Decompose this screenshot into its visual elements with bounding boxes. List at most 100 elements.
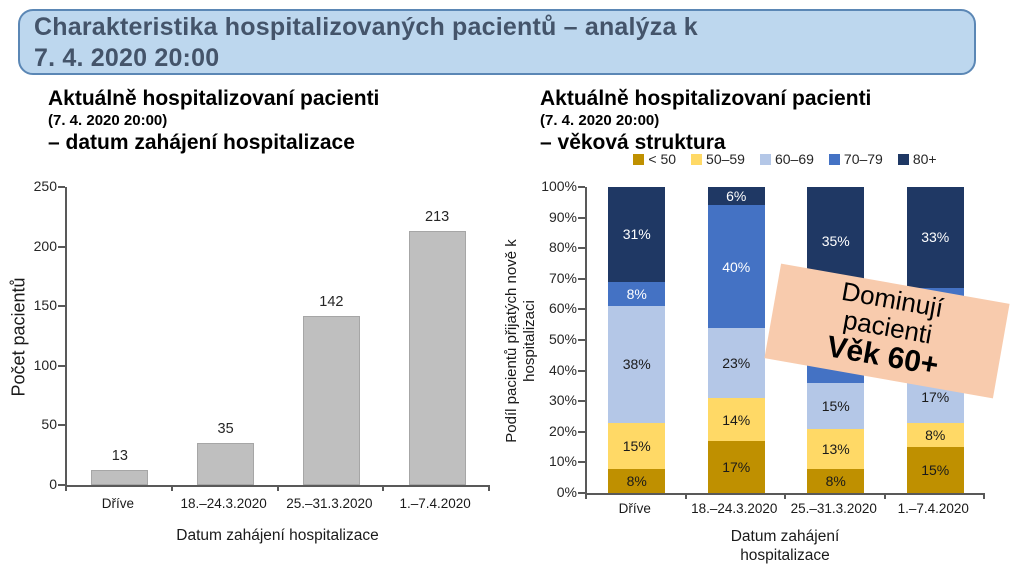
segment-percent-label: 8%	[626, 286, 647, 303]
right-chart-header: Aktuálně hospitalizovaní pacienti (7. 4.…	[540, 86, 871, 155]
y-tick-mark	[578, 247, 585, 250]
left-chart-subtitle: (7. 4. 2020 20:00)	[48, 112, 168, 129]
y-tick-mark	[578, 430, 585, 433]
y-tick-label: 10%	[548, 453, 577, 470]
x-tick-mark	[488, 485, 490, 491]
legend-item: 50–59	[691, 151, 745, 167]
stack-segment-5059	[906, 422, 964, 448]
legend-swatch-icon	[691, 153, 703, 165]
left-chart-subtitle2: – datum zahájení hospitalizace	[48, 131, 355, 154]
y-tick-mark	[578, 277, 585, 280]
y-tick-label: 200	[33, 237, 57, 254]
category-label: 25.–31.3.2020	[286, 496, 373, 511]
y-tick-mark	[578, 369, 585, 372]
segment-percent-label: 15%	[821, 397, 850, 414]
y-tick-mark	[58, 186, 65, 188]
segment-percent-label: 13%	[821, 440, 850, 457]
legend-label: 60–69	[774, 151, 814, 167]
stack-segment-<50	[906, 447, 964, 493]
segment-percent-label: 17%	[921, 388, 950, 405]
segment-percent-label: 31%	[622, 226, 651, 243]
x-tick-mark	[585, 493, 587, 499]
y-tick-mark	[578, 308, 585, 311]
segment-percent-label: 15%	[622, 437, 651, 454]
left-chart-title: Aktuálně hospitalizovaní pacienti	[48, 87, 380, 110]
stack-segment-<50	[608, 468, 666, 493]
y-tick-mark	[58, 424, 65, 427]
y-tick-label: 0	[49, 476, 57, 492]
right-category-axis: Dříve 18.–24.3.2020 25.–31.3.2020 1.–7.4.20…	[585, 501, 985, 521]
y-tick-label: 100%	[541, 178, 577, 194]
stack-segment-7079	[707, 205, 765, 328]
x-tick-mark	[983, 493, 985, 499]
legend-item: < 50	[633, 151, 676, 167]
stack-segment-80+	[906, 187, 964, 288]
y-tick-label: 250	[33, 178, 57, 194]
legend-item: 60–69	[759, 151, 814, 167]
category-label: 18.–24.3.2020	[180, 496, 267, 511]
segment-percent-label: 38%	[622, 356, 651, 373]
bar-value-label: 142	[319, 293, 344, 310]
legend-label: < 50	[648, 151, 677, 167]
y-tick-mark	[578, 400, 585, 403]
y-tick-mark	[578, 339, 585, 341]
title-banner: Charakteristika hospitalizovaných pacien…	[18, 9, 976, 75]
left-x-axis-title: Datum zahájení hospitalizace	[176, 527, 379, 544]
y-tick-mark	[578, 461, 585, 464]
segment-percent-label: 8%	[626, 472, 647, 489]
stack-segment-6069	[608, 306, 666, 423]
bar-value-label: 13	[111, 447, 128, 464]
category-label: Dříve	[618, 501, 651, 516]
legend-swatch-icon	[828, 153, 840, 165]
bar	[197, 443, 255, 485]
right-y-axis-title-line1: Podíl pacientů přijatých nově k	[503, 239, 520, 443]
segment-percent-label: 15%	[921, 462, 950, 479]
category-label: Dříve	[101, 496, 134, 511]
y-tick-label: 40%	[548, 361, 577, 378]
stack-segment-<50	[707, 440, 765, 493]
segment-percent-label: 8%	[925, 426, 946, 443]
y-tick-mark	[578, 216, 585, 219]
stack-segment-6069	[807, 382, 865, 429]
bar-value-label: 213	[425, 209, 450, 226]
left-chart-plot: 0 50 100 150 200 250 13 35 142 213	[34, 178, 490, 492]
category-label: 1.–7.4.2020	[399, 496, 471, 511]
y-tick-label: 30%	[548, 392, 577, 409]
category-label: 25.–31.3.2020	[790, 501, 877, 516]
stack-segment-7079	[608, 281, 666, 307]
y-tick-mark	[58, 484, 65, 486]
right-chart-subtitle: (7. 4. 2020 20:00)	[540, 112, 660, 129]
y-tick-label: 80%	[548, 239, 577, 256]
stack-segment-<50	[807, 468, 865, 493]
legend-swatch-icon	[633, 153, 645, 165]
bar-value-label: 35	[217, 421, 234, 438]
x-tick-mark	[170, 485, 173, 491]
right-x-axis-title: Datum zahájení hospitalizace	[585, 527, 985, 565]
y-tick-label: 90%	[548, 208, 577, 225]
segment-percent-label: 35%	[821, 232, 850, 249]
bar	[91, 469, 149, 485]
y-tick-label: 0%	[556, 484, 577, 500]
x-tick-mark	[65, 485, 67, 491]
stack-segment-5059	[707, 398, 765, 441]
x-tick-mark	[784, 493, 786, 499]
stack-segment-80+	[608, 187, 666, 282]
slide-title-line1: Charakteristika hospitalizovaných pacien…	[34, 13, 698, 41]
y-tick-label: 60%	[548, 300, 577, 317]
y-tick-mark	[58, 364, 65, 367]
segment-percent-label: 23%	[722, 354, 751, 371]
y-tick-mark	[578, 186, 585, 188]
left-chart-header: Aktuálně hospitalizovaní pacienti (7. 4.…	[48, 86, 379, 155]
stack-segment-5059	[807, 428, 865, 469]
segment-percent-label: 6%	[726, 188, 747, 205]
x-tick-mark	[276, 485, 279, 491]
segment-percent-label: 40%	[722, 258, 751, 275]
x-tick-mark	[684, 493, 687, 499]
y-tick-label: 20%	[548, 422, 577, 439]
bar	[408, 231, 466, 485]
slide-title-line2: 7. 4. 2020 20:00	[34, 44, 220, 72]
segment-percent-label: 14%	[722, 411, 751, 428]
x-tick-mark	[883, 493, 886, 499]
segment-percent-label: 17%	[722, 458, 751, 475]
